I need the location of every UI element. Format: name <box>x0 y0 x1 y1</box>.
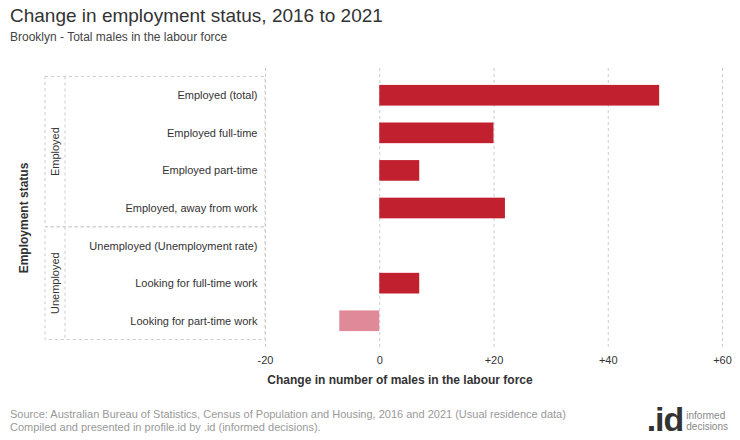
svg-text:Change in number of males in t: Change in number of males in the labour … <box>267 373 533 387</box>
svg-text:-20: -20 <box>258 354 274 366</box>
svg-text:Employed, away from work: Employed, away from work <box>125 202 258 214</box>
svg-text:+20: +20 <box>485 354 504 366</box>
svg-text:+40: +40 <box>599 354 618 366</box>
svg-text:Unemployed: Unemployed <box>49 252 61 314</box>
svg-text:+60: +60 <box>713 354 732 366</box>
svg-text:Employed part-time: Employed part-time <box>162 164 257 176</box>
svg-text:Employed full-time: Employed full-time <box>167 127 257 139</box>
html-text:informed: informed <box>686 410 726 421</box>
svg-text:Employment status: Employment status <box>17 162 31 273</box>
svg-text:Looking for part-time work: Looking for part-time work <box>130 315 258 327</box>
html-text:Change in employment status, 2: Change in employment status, 2016 to 202… <box>10 5 383 26</box>
svg-text:0: 0 <box>377 354 383 366</box>
html-text:decisions: decisions <box>686 421 728 432</box>
html-text:Compiled and presented in prof: Compiled and presented in profile.id by … <box>10 421 321 433</box>
html-text:.id: .id <box>646 400 684 438</box>
svg-text:Unemployed (Unemployment rate): Unemployed (Unemployment rate) <box>89 240 257 252</box>
html-text:Source: Australian Bureau of S: Source: Australian Bureau of Statistics,… <box>10 408 566 420</box>
html-text:Brooklyn - Total males in the: Brooklyn - Total males in the labour for… <box>10 30 228 44</box>
svg-text:Employed (total): Employed (total) <box>177 89 257 101</box>
svg-text:Looking for full-time work: Looking for full-time work <box>135 277 258 289</box>
svg-text:Employed: Employed <box>49 127 61 176</box>
